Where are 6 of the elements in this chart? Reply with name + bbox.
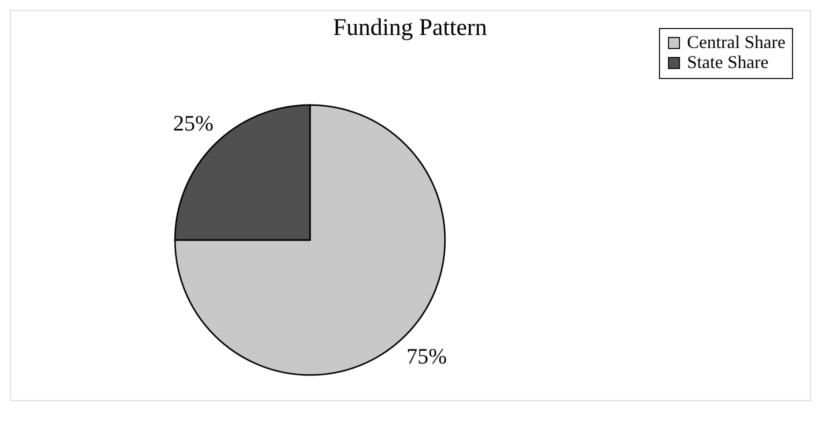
pie-slice xyxy=(174,104,446,376)
data-label: 75% xyxy=(406,344,447,369)
chart-title: Funding Pattern xyxy=(333,15,487,41)
data-label: 25% xyxy=(173,110,214,136)
legend-label: State Share xyxy=(687,52,768,72)
legend-label: Central Share xyxy=(687,32,786,52)
